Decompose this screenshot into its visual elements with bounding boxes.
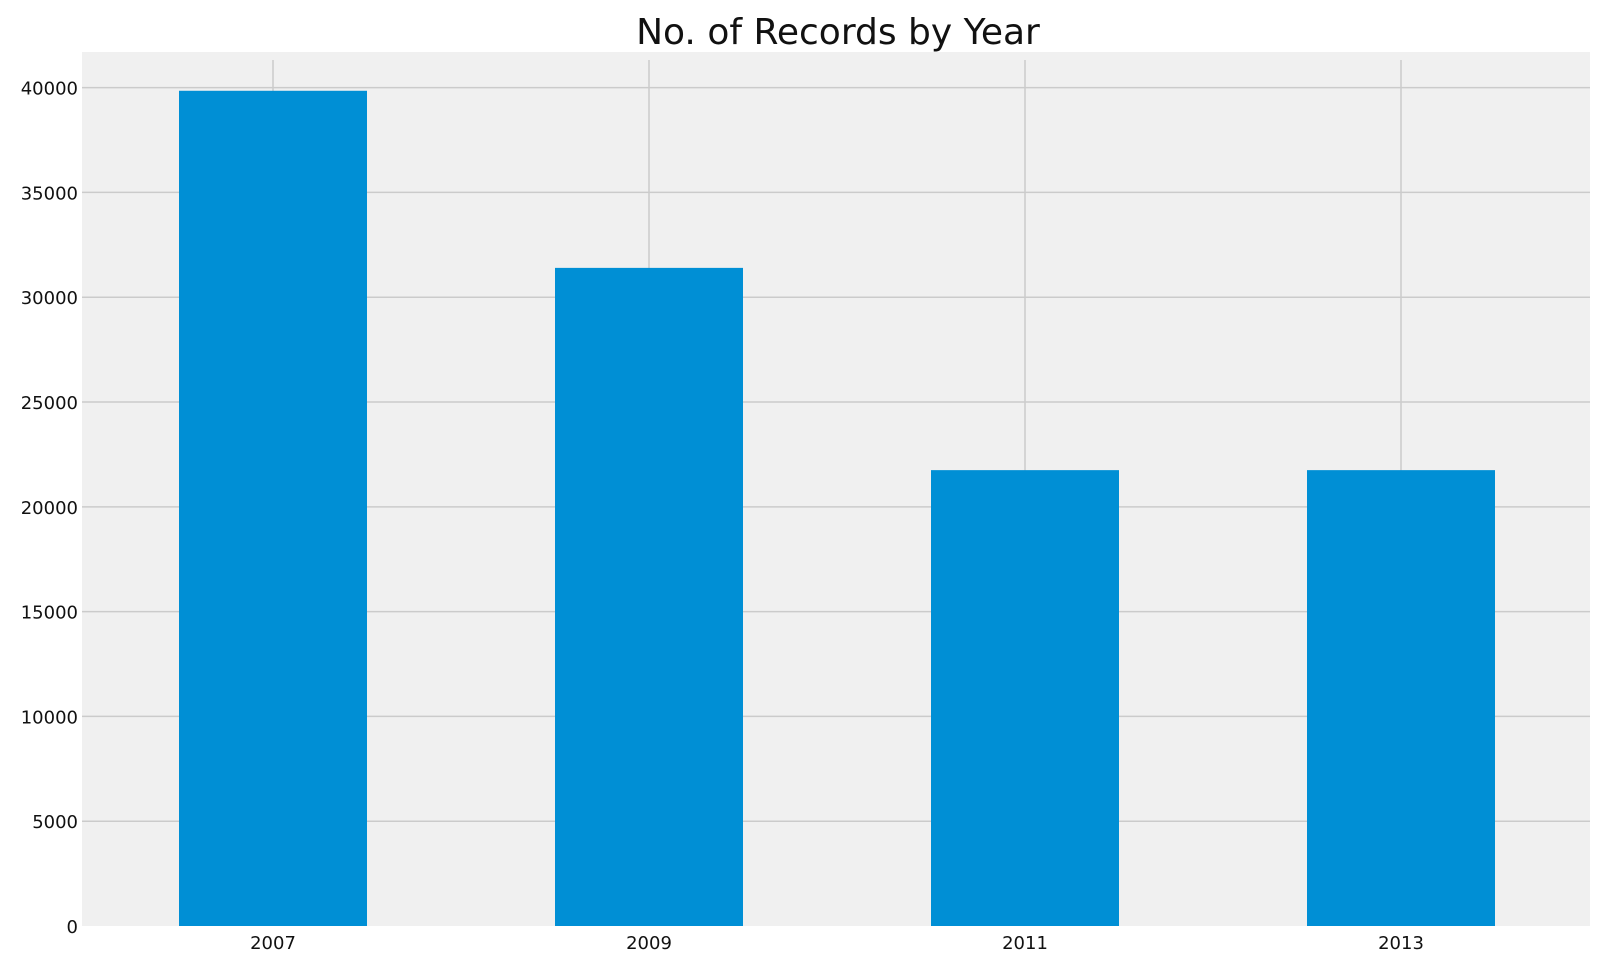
x-tick-label-2013: 2013	[1378, 933, 1424, 954]
y-tick-label-25000: 25000	[21, 393, 78, 414]
y-tick-label-30000: 30000	[21, 288, 78, 309]
bar-2007	[179, 90, 367, 926]
y-tick-label-15000: 15000	[21, 603, 78, 624]
x-tick-label-2007: 2007	[250, 933, 296, 954]
chart-title: No. of Records by Year	[636, 12, 1040, 53]
x-tick-label-2011: 2011	[1002, 933, 1048, 954]
y-tick-label-20000: 20000	[21, 498, 78, 519]
bar-2009	[555, 267, 743, 926]
y-tick-label-0: 0	[67, 917, 78, 938]
y-tick-label-10000: 10000	[21, 707, 78, 728]
x-tick-labels: 2007 2009 2011 2013	[250, 933, 1424, 954]
x-tick-label-2009: 2009	[626, 933, 672, 954]
y-tick-label-40000: 40000	[21, 79, 78, 100]
bar-2013	[1307, 470, 1495, 926]
y-tick-labels: 0 5000 10000 15000 20000 25000 30000 35000 40000	[21, 79, 78, 938]
y-tick-label-5000: 5000	[32, 812, 78, 833]
y-tick-label-35000: 35000	[21, 183, 78, 204]
bars	[179, 90, 1495, 926]
bar-2011	[931, 470, 1119, 926]
